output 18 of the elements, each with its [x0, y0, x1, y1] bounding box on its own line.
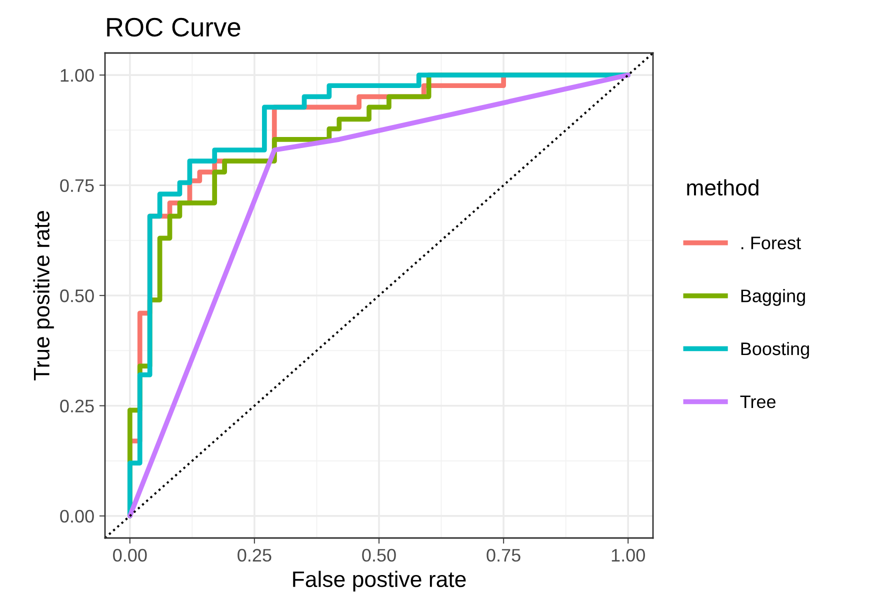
legend-label: Boosting [741, 342, 809, 359]
x-tick-label: 0.00 [113, 548, 147, 562]
y-tick-label: 0.75 [60, 179, 94, 192]
y-tick-label: 0.50 [60, 289, 94, 302]
legend-label: Tree [740, 396, 776, 408]
y-tick-label: 0.00 [60, 510, 94, 523]
x-tick-label: 1.00 [612, 548, 645, 562]
chart-title: ROC Curve [107, 18, 240, 37]
legend-label: . Forest [742, 236, 801, 250]
y-axis-title: True positive rate [33, 211, 54, 380]
legend-title: method [687, 179, 758, 196]
x-tick-label: 0.50 [362, 548, 396, 562]
x-tick-label: 0.75 [486, 548, 520, 562]
y-tick-label: 0.25 [60, 400, 94, 412]
y-tick-label: 1.00 [60, 68, 94, 82]
x-axis-title: False postive rate [293, 570, 466, 592]
legend-label: Bagging [741, 289, 805, 306]
x-tick-label: 0.25 [238, 548, 272, 562]
